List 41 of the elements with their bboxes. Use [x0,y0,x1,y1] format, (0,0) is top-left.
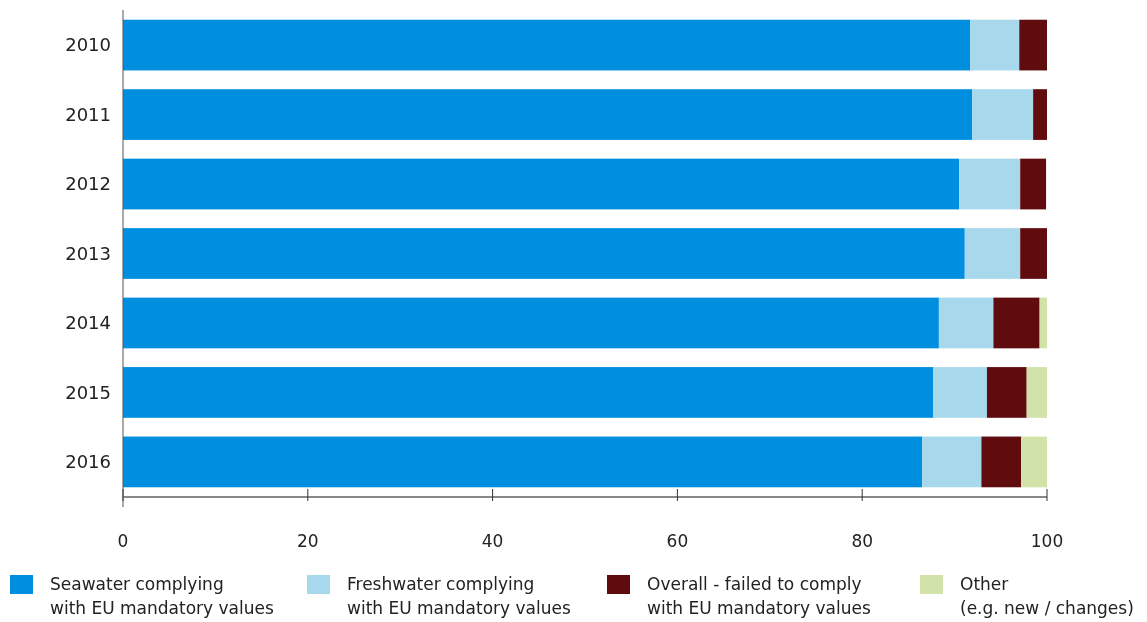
y-tick-label: 2012 [65,173,111,195]
y-tick-label: 2015 [65,381,111,403]
bar [959,158,1021,210]
bar [123,367,934,418]
bar [1033,89,1047,140]
x-tick-label: 20 [296,531,319,551]
bar [922,436,982,488]
bar [123,436,923,488]
bar [1021,436,1047,488]
bar [981,436,1022,488]
bar [1039,297,1047,349]
bar [1020,228,1047,279]
y-tick-label: 2014 [65,312,111,334]
bar [986,367,1027,418]
bar [933,367,987,418]
y-tick-label: 2016 [65,451,111,473]
bar [123,228,965,279]
y-tick-label: 2011 [65,103,111,125]
bar [972,89,1034,140]
x-tick-label: 0 [117,531,129,551]
bar [123,158,960,210]
bar [1026,367,1047,418]
y-tick-label: 2013 [65,242,111,264]
x-tick-label: 40 [481,531,504,551]
bar [123,89,973,140]
bar [1019,19,1047,71]
bar [123,297,939,349]
bar [964,228,1021,279]
bar [970,19,1020,71]
legend-label: Seawater complying with EU mandatory values [50,574,274,618]
y-tick-label: 2010 [65,34,111,56]
legend-label: Freshwater complying with EU mandatory values [347,574,571,618]
x-tick-label: 80 [851,531,874,551]
x-tick-label: 60 [666,531,689,551]
x-tick-label: 100 [1030,531,1064,551]
bar [123,19,971,71]
bar [938,297,994,349]
bar [993,297,1040,349]
legend-label: Other (e.g. new / changes) [960,574,1134,618]
legend-label: Overall - failed to comply with EU mandatory values [647,574,871,618]
bar [1020,158,1047,210]
